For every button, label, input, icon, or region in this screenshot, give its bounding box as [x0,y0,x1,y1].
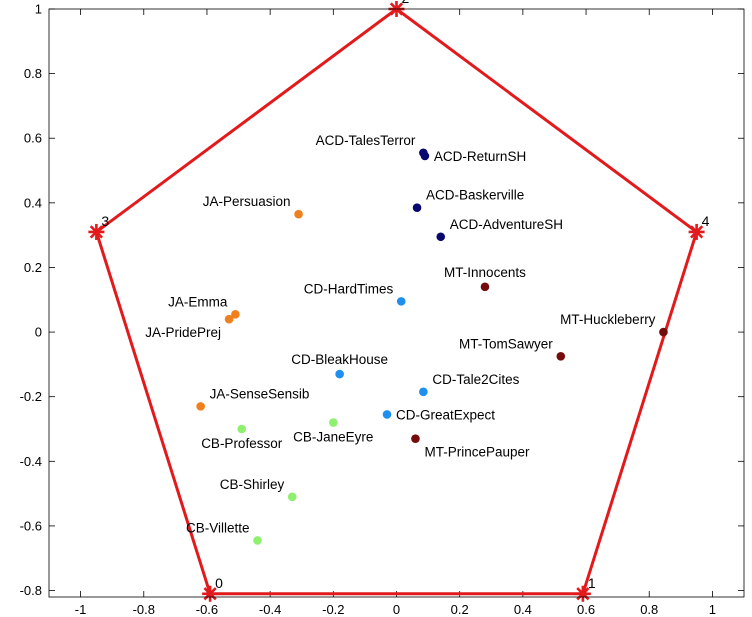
y-tick-label: 0.8 [24,66,42,81]
point-label: ACD-Baskerville [426,188,524,203]
point-label: CB-JaneEyre [293,430,373,445]
y-tick-label: 0.6 [24,131,42,146]
data-point [196,402,205,411]
anchor-label: 2 [402,0,410,6]
data-point [556,352,565,361]
x-tick-label: -0.2 [322,602,344,617]
y-tick-label: 0 [35,325,42,340]
point-label: MT-Huckleberry [560,312,656,327]
point-label: CB-Shirley [220,477,285,492]
data-point [397,297,406,306]
point-label: CB-Professor [201,436,283,451]
y-tick-label: 0.4 [24,195,42,210]
x-tick-label: 0.6 [577,602,595,617]
data-point [294,210,303,219]
x-tick-label: -0.6 [196,602,218,617]
y-tick-label: -0.8 [20,583,42,598]
point-label: JA-Persuasion [203,194,291,209]
point-label: ACD-AdventureSH [450,217,563,232]
data-point [253,536,262,545]
point-label: JA-SenseSensib [210,386,310,401]
point-label: MT-TomSawyer [459,336,553,351]
point-label: ACD-ReturnSH [434,149,526,164]
point-label: CD-HardTimes [304,281,394,296]
x-tick-label: -0.8 [133,602,155,617]
x-tick-label: -0.4 [259,602,281,617]
point-label: CB-Villette [186,520,250,535]
y-tick-label: -0.2 [20,389,42,404]
data-point [383,410,392,419]
x-tick-label: 0 [393,602,400,617]
data-point [329,418,338,427]
anchor-label: 3 [101,213,109,229]
data-point [413,203,422,212]
point-label: CD-GreatExpect [396,407,495,422]
data-point [659,328,668,337]
y-tick-label: -0.4 [20,454,42,469]
x-tick-label: -1 [75,602,87,617]
y-tick-label: 1 [35,2,42,17]
point-label: JA-Emma [168,294,228,309]
data-point [237,425,246,434]
data-point [335,370,344,379]
data-point [288,493,297,502]
point-label: CD-BleakHouse [291,352,388,367]
anchor-label: 0 [215,575,223,591]
data-point [225,315,234,324]
point-label: MT-Innocents [444,265,526,280]
point-label: JA-PridePrej [145,325,221,340]
data-point [436,232,445,241]
x-tick-label: 0.8 [640,602,658,617]
point-label: MT-PrincePauper [424,445,530,460]
anchor-label: 1 [588,575,596,591]
x-tick-label: 0.4 [514,602,532,617]
y-tick-label: -0.6 [20,518,42,533]
plot-area [49,9,744,597]
x-tick-label: 1 [709,602,716,617]
data-point [421,152,430,161]
point-label: CD-Tale2Cites [432,372,519,387]
anchor-label: 4 [702,213,710,229]
data-point [419,388,428,397]
point-label: ACD-TalesTerror [316,133,416,148]
data-point [411,434,420,443]
y-tick-label: 0.2 [24,260,42,275]
data-point [481,283,490,292]
x-tick-label: 0.2 [451,602,469,617]
